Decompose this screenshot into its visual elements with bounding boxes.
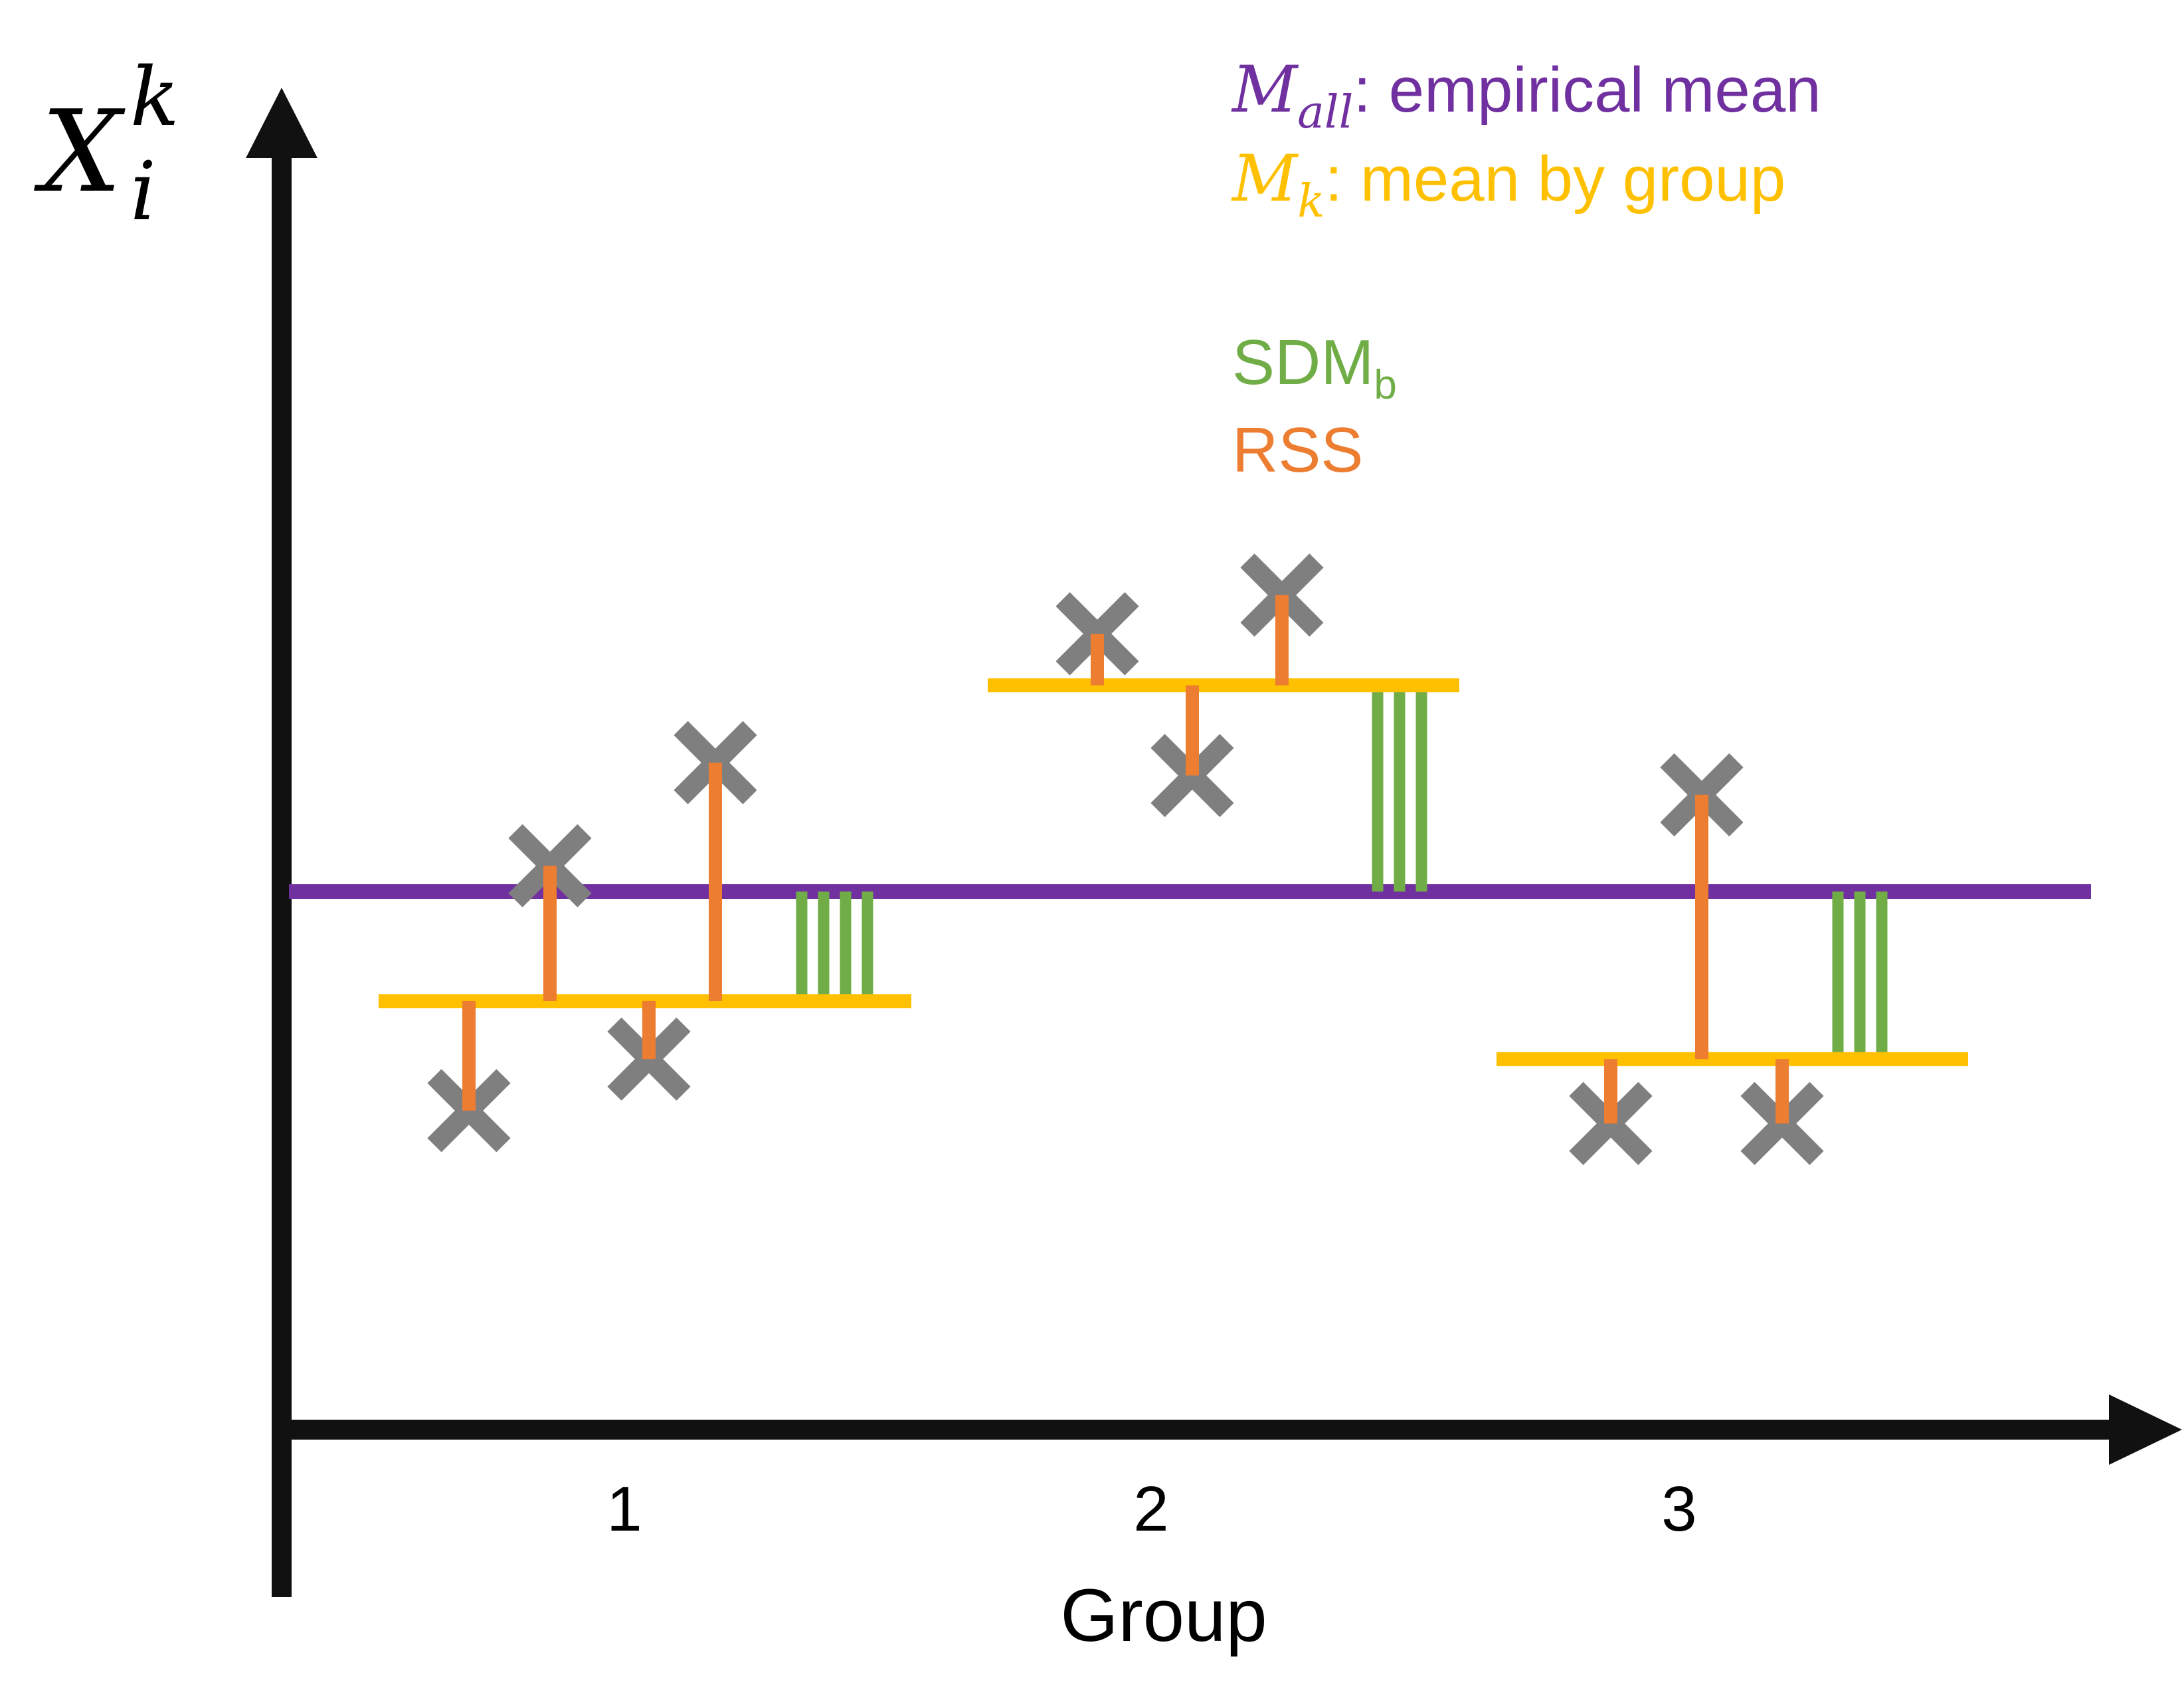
axes — [246, 88, 2182, 1597]
x-tick-label-1: 1 — [606, 1473, 642, 1545]
legend-overall-mean-sub: all — [1297, 86, 1353, 139]
legend-overall-mean-symbol: M — [1231, 52, 1299, 127]
legend-between: SDMb — [1232, 327, 1397, 408]
x-axis-ticks: 1 2 3 — [606, 1473, 1696, 1545]
y-axis-label-sub: i — [130, 144, 156, 238]
legend-overall-mean-text: : empirical mean — [1353, 54, 1821, 126]
x-axis-arrow-icon — [2109, 1394, 2182, 1465]
legend-group-mean: Mk: mean by group — [1231, 142, 1785, 228]
plot-area — [289, 553, 2091, 1165]
y-axis-label-sup: k — [130, 50, 179, 144]
legend-between-text: SDM — [1232, 327, 1374, 398]
legend-overall-mean: Mall: empirical mean — [1231, 52, 1821, 139]
legend-between-sub: b — [1374, 362, 1396, 408]
x-tick-label-2: 2 — [1133, 1473, 1168, 1545]
legend-residual: RSS — [1232, 415, 1363, 486]
y-axis-label-base: X — [34, 86, 126, 218]
y-axis-arrow-icon — [246, 88, 318, 158]
legend-group-mean-sub: k — [1297, 175, 1324, 228]
y-axis-label: X — [34, 86, 126, 218]
legend-group-mean-text: : mean by group — [1325, 143, 1786, 215]
legend: Mall: empirical mean Mk: mean by group S… — [1231, 52, 1821, 486]
x-axis-title: Group — [1060, 1574, 1267, 1657]
legend-group-mean-symbol: M — [1231, 142, 1299, 216]
x-tick-label-3: 3 — [1661, 1473, 1696, 1545]
